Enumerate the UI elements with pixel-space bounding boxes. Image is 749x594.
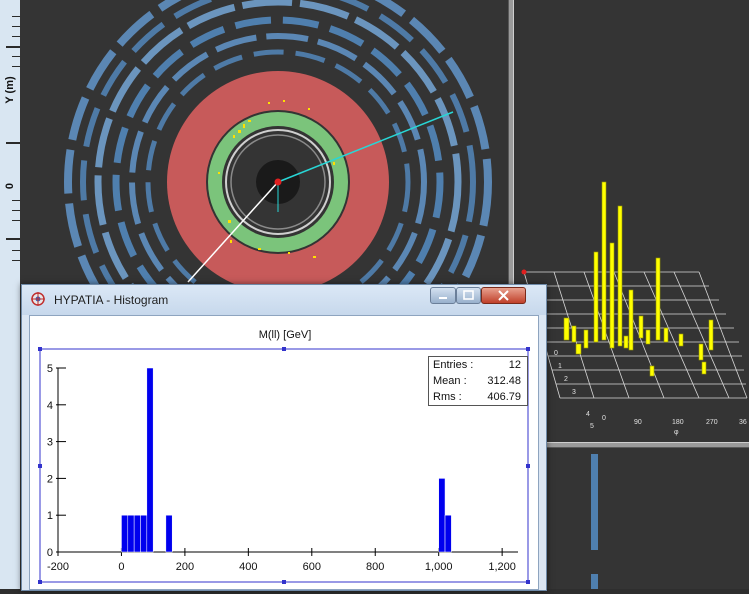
close-button[interactable] [481, 287, 526, 304]
solenoid-ring [225, 129, 331, 235]
horizontal-splitter[interactable] [514, 442, 749, 448]
lego-phi-tick: 36 [739, 419, 747, 426]
histogram-bar [121, 514, 129, 553]
lego-phi-tick: 90 [634, 419, 642, 426]
stats-value: 406.79 [487, 391, 521, 403]
calorimeter-hits [218, 100, 335, 258]
ruler-tick [6, 46, 20, 48]
minimize-button[interactable] [430, 287, 456, 304]
bars-group [121, 367, 452, 553]
muon-track [187, 181, 279, 283]
histogram-bar [146, 367, 154, 553]
x-tick-label: 200 [176, 561, 194, 573]
lego-eta-tick: 1 [558, 363, 562, 370]
histogram-bar [140, 514, 148, 553]
lego-plot-view[interactable]: 0 90 180 270 36 φ 0 1 2 3 4 5 [514, 0, 749, 442]
y-tick-label: 3 [47, 437, 53, 449]
y-axis-zero-label: 0 [4, 182, 16, 190]
ruler-tick [12, 250, 20, 251]
ruler-tick [12, 26, 20, 27]
x-tick-label: 1,200 [488, 561, 516, 573]
ruler-tick [6, 142, 20, 144]
y-tick-label: 1 [47, 510, 53, 522]
vertex [274, 178, 282, 186]
close-icon [498, 290, 509, 301]
hypatia-app-icon [31, 292, 45, 306]
lego-eta-tick: 2 [564, 376, 568, 383]
x-tick-label: 600 [303, 561, 321, 573]
minimize-icon [439, 297, 447, 299]
tracker-ring [230, 134, 326, 230]
ruler-tick [12, 200, 20, 201]
lego-phi-tick: 0 [602, 415, 606, 422]
stats-row-mean: Mean : 312.48 [429, 373, 527, 389]
ruler-tick [12, 56, 20, 57]
x-tick-label: 400 [239, 561, 257, 573]
lego-eta-tick: 4 [586, 411, 590, 418]
y-tick-label: 4 [47, 400, 53, 412]
y-axis-ruler: Y (m) 0 [0, 0, 21, 589]
stats-value: 12 [508, 359, 521, 371]
ruler-tick [12, 16, 20, 17]
x-tick-label: 800 [366, 561, 384, 573]
lego-eta-tick: 3 [572, 389, 576, 396]
ruler-tick [12, 36, 20, 37]
detector-svg [64, 0, 492, 396]
stats-label: Rms : [433, 391, 462, 403]
lego-eta-tick: 0 [554, 350, 558, 357]
histogram-bar [165, 514, 173, 553]
histogram-title: M(ll) [GeV] [258, 329, 312, 341]
y-tick-label: 5 [47, 363, 53, 375]
stats-row-rms: Rms : 406.79 [429, 389, 527, 405]
window-title: HYPATIA - Histogram [54, 293, 169, 307]
lego-phi-label: φ [674, 429, 679, 436]
ruler-tick [12, 260, 20, 261]
electron-track [277, 111, 454, 183]
muon-chamber-ring [94, 0, 462, 366]
ruler-tick [6, 238, 20, 240]
lego-phi-tick: 180 [672, 419, 684, 426]
side-view-panel[interactable] [514, 448, 749, 589]
histogram-window[interactable]: HYPATIA - Histogram M(ll) [GeV] -200 0 200… [21, 284, 547, 591]
stats-row-entries: Entries : 12 [429, 357, 527, 373]
histogram-bar [444, 514, 452, 553]
y-tick-label: 2 [47, 473, 53, 485]
ruler-tick [12, 66, 20, 67]
window-titlebar[interactable]: HYPATIA - Histogram [22, 285, 546, 315]
lego-grid [523, 271, 748, 399]
y-axis-label: Y (m) [4, 76, 16, 104]
muon-chamber-ring [145, 49, 411, 315]
y-tick-label: 0 [47, 547, 53, 559]
stats-box: Entries : 12 Mean : 312.48 Rms : 406.79 [428, 356, 528, 406]
lego-towers [563, 181, 714, 377]
maximize-button[interactable] [456, 287, 481, 304]
histogram-bar [127, 514, 135, 553]
frame-handles [38, 347, 530, 584]
muon-chamber-bar [591, 454, 598, 550]
muon-chamber-bar [591, 574, 598, 589]
stats-label: Mean : [433, 375, 467, 387]
side-view-svg [591, 454, 598, 589]
x-tick-label: -200 [47, 561, 69, 573]
maximize-icon [463, 290, 474, 300]
lego-phi-tick: 270 [706, 419, 718, 426]
ruler-tick [12, 210, 20, 211]
x-tick-label: 0 [118, 561, 124, 573]
x-tick-label: 1,000 [425, 561, 453, 573]
histogram-canvas[interactable]: M(ll) [GeV] -200 0 200 400 600 800 1,000 1,200 0… [29, 315, 539, 590]
stats-label: Entries : [433, 359, 474, 371]
histogram-bar [438, 478, 446, 553]
stats-value: 312.48 [487, 375, 521, 387]
ruler-tick [12, 220, 20, 221]
lego-eta-tick: 5 [590, 423, 594, 430]
lego-svg: 0 90 180 270 36 φ 0 1 2 3 4 5 [521, 181, 748, 436]
histogram-bar [133, 514, 141, 553]
lego-origin-marker [521, 269, 527, 275]
